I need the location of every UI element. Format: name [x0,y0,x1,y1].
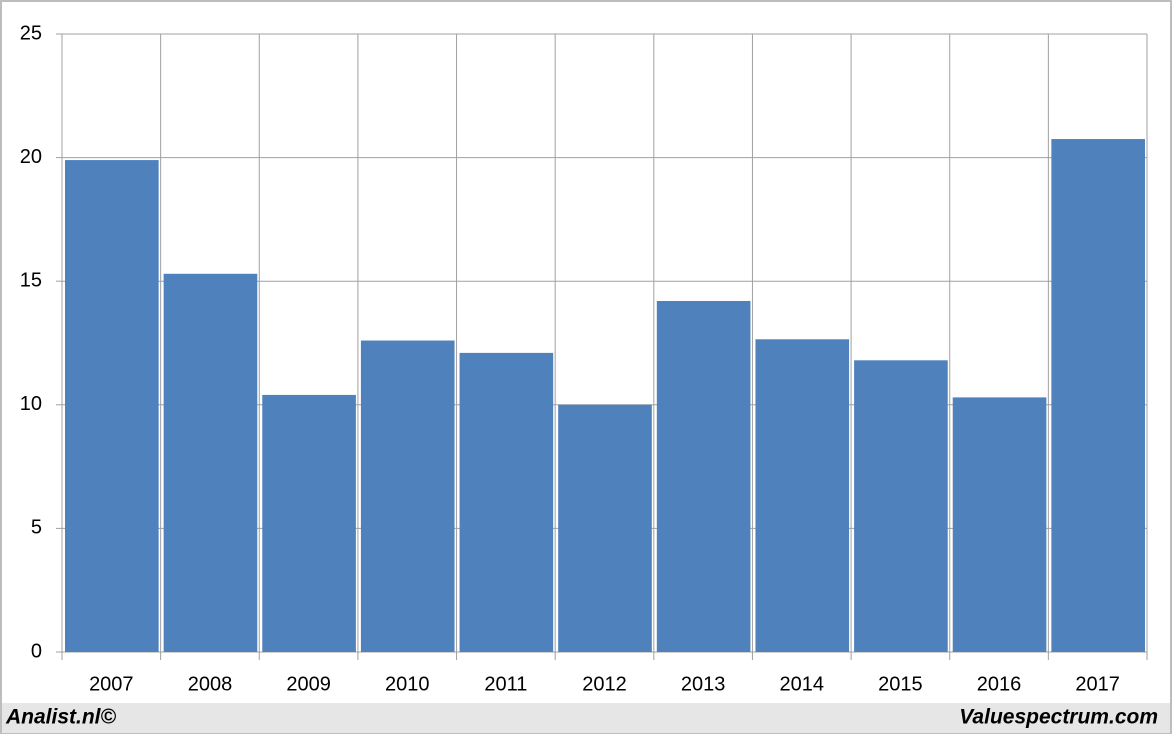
x-tick-label: 2009 [286,673,331,695]
bar [360,340,455,652]
bar [65,160,159,652]
y-tick-label: 0 [31,640,42,662]
bar [459,352,554,652]
bar [755,339,850,652]
x-tick-label: 2016 [977,673,1022,695]
x-tick-label: 2010 [385,673,430,695]
bar [952,397,1047,652]
x-tick-label: 2015 [878,673,923,695]
bar [656,300,751,652]
x-tick-label: 2011 [484,673,527,695]
x-tick-label: 2014 [780,673,825,695]
bar [854,360,948,652]
y-tick-label: 5 [31,517,42,539]
bar [1051,139,1145,652]
bar [163,273,258,652]
x-tick-label: 2008 [188,673,233,695]
credit-left: Analist.nl© [5,706,117,729]
bar [558,404,652,652]
y-tick-label: 15 [20,269,42,291]
footer-bar [2,703,1170,733]
credit-right: Valuespectrum.com [959,706,1158,729]
x-tick-label: 2013 [681,673,726,695]
bar [262,394,356,652]
y-tick-label: 10 [20,393,42,415]
x-tick-label: 2017 [1075,673,1120,695]
x-tick-label: 2007 [89,673,134,695]
y-tick-label: 25 [20,22,42,44]
x-tick-label: 2012 [582,673,627,695]
y-tick-label: 20 [20,146,42,168]
